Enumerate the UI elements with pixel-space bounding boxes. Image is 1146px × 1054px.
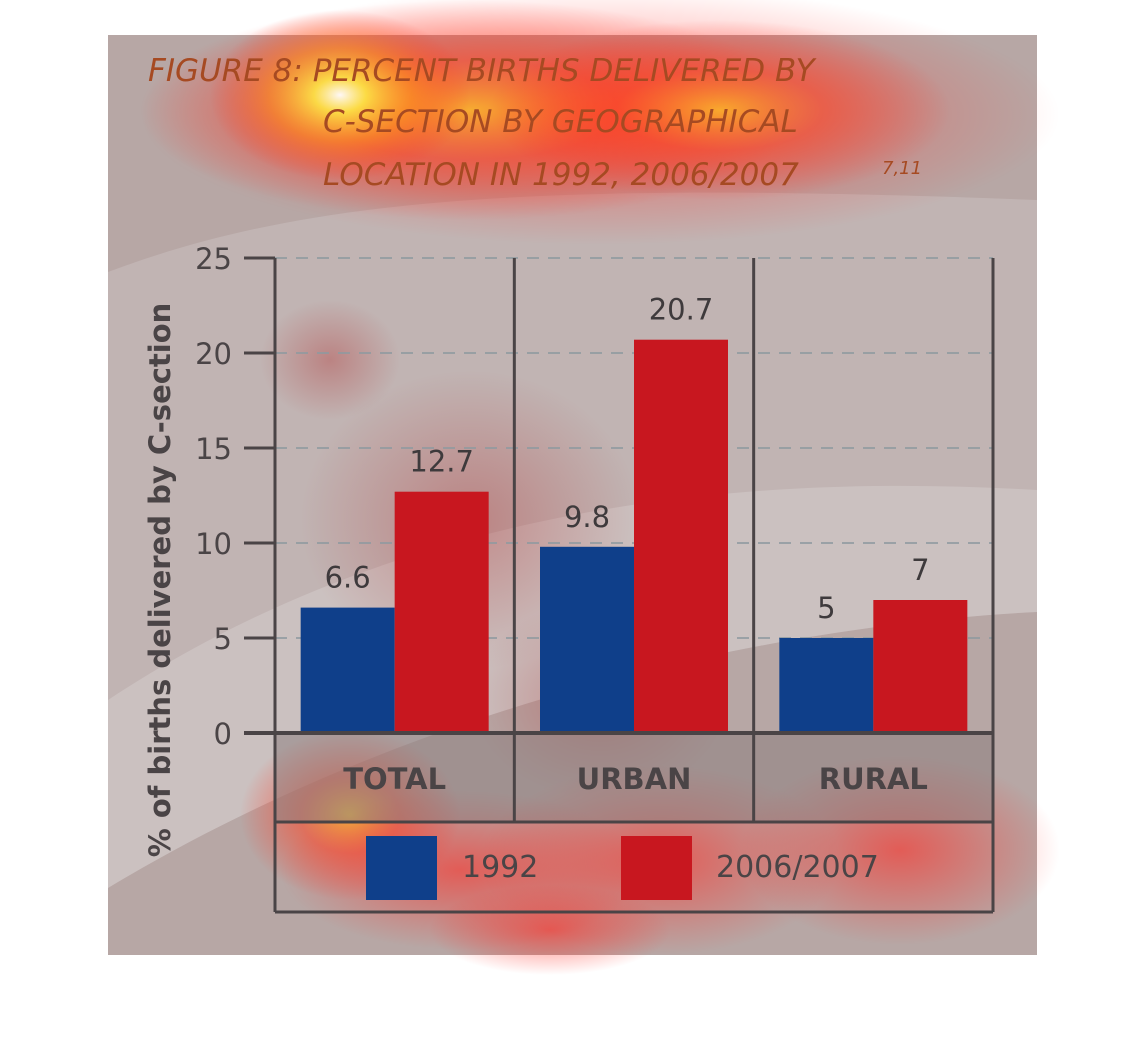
- data-label: 9.8: [564, 500, 610, 534]
- y-tick-label: 15: [195, 432, 232, 466]
- x-tick-label-total: TOTAL: [343, 762, 446, 796]
- y-axis-label: % of births delivered by C-section: [143, 303, 177, 858]
- bar-2006-2007-rural: [873, 600, 968, 733]
- y-tick-label: 25: [195, 242, 232, 276]
- chart-title: FIGURE 8: PERCENT BIRTHS DELIVERED BY C-…: [148, 53, 922, 193]
- y-tick-label: 20: [195, 337, 232, 371]
- data-label: 5: [817, 591, 835, 625]
- y-tick-label: 10: [195, 527, 232, 561]
- category-band: [275, 733, 993, 822]
- x-tick-label-urban: URBAN: [577, 762, 692, 796]
- y-tick-label: 0: [214, 717, 232, 751]
- x-tick-label-rural: RURAL: [819, 762, 928, 796]
- legend-swatch-2006-2007: [621, 836, 692, 900]
- legend-label: 2006/2007: [716, 850, 879, 885]
- bar-2006-2007-total: [394, 491, 489, 733]
- y-tick-label: 5: [214, 622, 232, 656]
- chart-title-line-3: LOCATION IN 1992, 2006/2007: [323, 157, 799, 193]
- bar-2006-2007-urban: [634, 339, 728, 733]
- chart-title-line-1: FIGURE 8: PERCENT BIRTHS DELIVERED BY: [148, 53, 817, 89]
- chart-title-line-2: C-SECTION BY GEOGRAPHICAL: [323, 104, 798, 140]
- data-label: 12.7: [409, 445, 474, 479]
- data-label: 20.7: [649, 293, 714, 327]
- bar-1992-rural: [779, 638, 874, 733]
- legend-label: 1992: [462, 850, 538, 885]
- data-label: 7: [911, 553, 929, 587]
- bar-1992-urban: [540, 546, 634, 733]
- chart-title-superscript: 7,11: [882, 158, 922, 179]
- legend-swatch-1992: [366, 836, 437, 900]
- data-label: 6.6: [325, 561, 371, 595]
- bar-1992-total: [300, 607, 395, 733]
